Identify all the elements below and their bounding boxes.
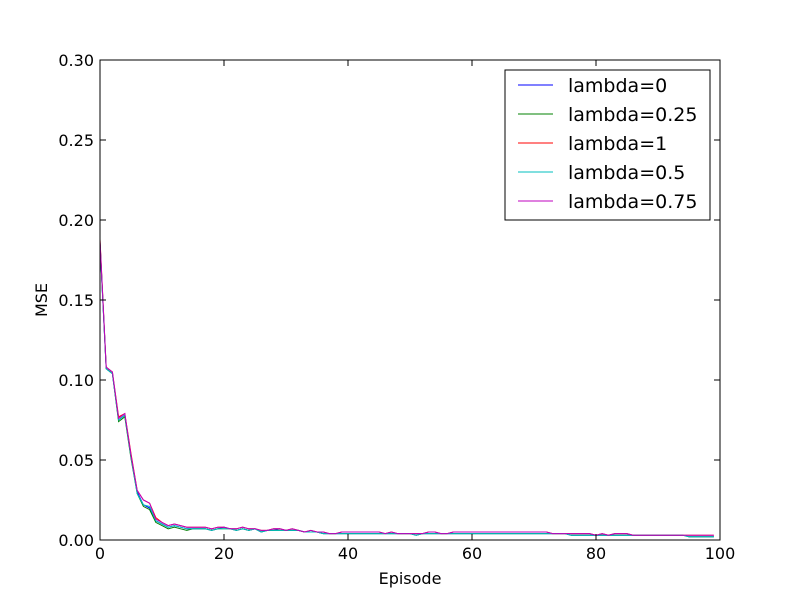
series-line-4 [99,240,714,536]
legend-label-0: lambda=0 [568,75,667,97]
x-tick-label: 0 [95,544,105,563]
x-tick-label: 60 [462,544,482,563]
x-axis-label: Episode [379,569,442,588]
x-tick-label: 40 [338,544,358,563]
y-axis-label: MSE [32,283,51,317]
y-tick-label: 0.05 [58,451,94,470]
y-tick-label: 0.00 [58,531,94,550]
y-tick-label: 0.30 [58,51,94,70]
y-tick-label: 0.25 [58,131,94,150]
y-axis: 0.00 0.05 0.10 0.15 0.20 0.25 0.30 [58,51,720,550]
x-tick-label: 80 [586,544,606,563]
legend-box [504,69,711,221]
legend-label-2: lambda=1 [568,133,667,155]
legend-label-4: lambda=0.75 [568,191,697,213]
y-tick-label: 0.20 [58,211,94,230]
y-tick-label: 0.10 [58,371,94,390]
series-layer [99,239,714,538]
x-tick-label: 20 [214,544,234,563]
legend: lambda=0 lambda=0.25 lambda=1 lambda=0.5 lam… [504,69,711,221]
x-tick-label: 100 [705,544,736,563]
legend-label-3: lambda=0.5 [568,162,685,184]
x-axis: 0 20 40 60 80 100 [95,60,735,563]
y-tick-label: 0.15 [58,291,94,310]
legend-label-1: lambda=0.25 [568,104,697,126]
